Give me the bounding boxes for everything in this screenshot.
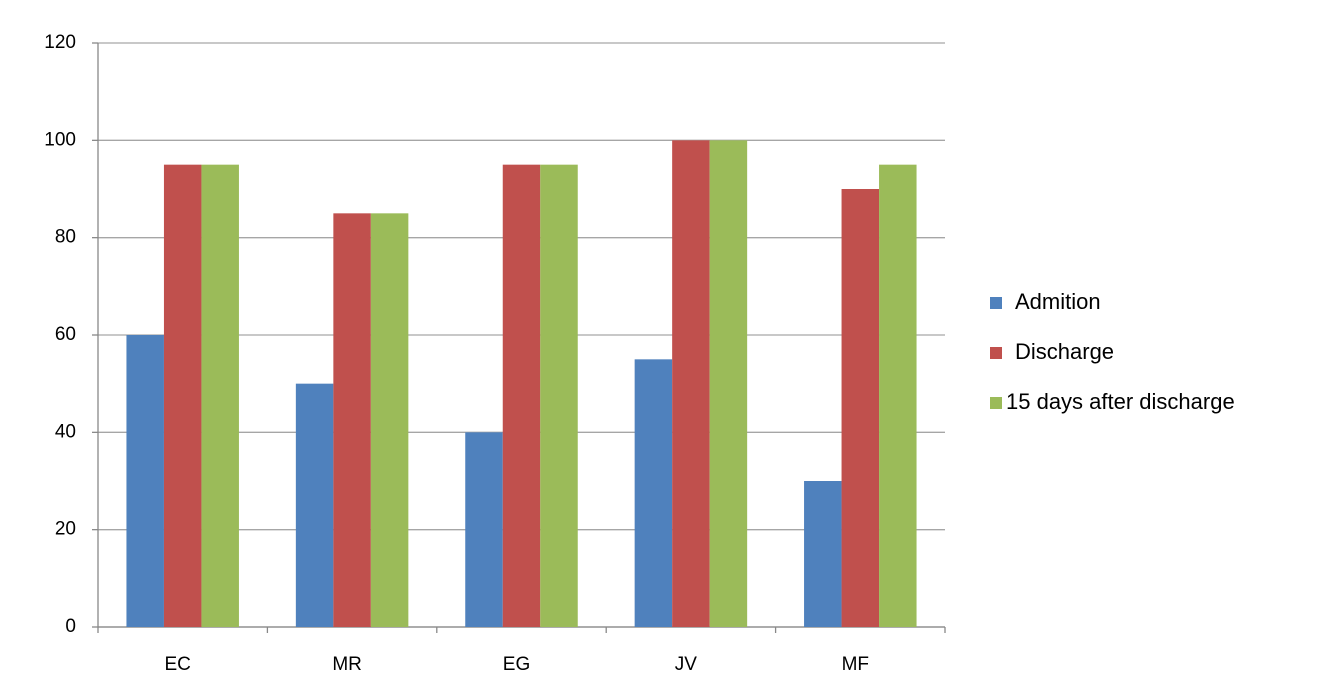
- bar: [465, 432, 503, 627]
- x-tick-label: JV: [675, 654, 698, 675]
- y-tick-label: 80: [55, 227, 76, 248]
- x-tick-label: MF: [842, 654, 869, 675]
- bar: [841, 189, 880, 627]
- legend-label: 15 days after discharge: [1006, 389, 1235, 414]
- y-tick-label: 60: [55, 324, 76, 345]
- bar: [879, 164, 917, 627]
- y-tick-label: 40: [55, 421, 76, 442]
- bar: [502, 164, 541, 627]
- y-tick-label: 120: [44, 32, 76, 53]
- bar: [634, 359, 673, 627]
- x-tick-label: EC: [164, 654, 190, 675]
- legend-swatch: [990, 347, 1002, 359]
- bar: [163, 164, 202, 627]
- legend-swatch: [990, 397, 1002, 409]
- bar: [709, 140, 748, 628]
- bar: [201, 164, 239, 627]
- x-tick-label: MR: [332, 654, 362, 675]
- y-tick-label: 20: [55, 519, 76, 540]
- bar: [126, 335, 164, 627]
- bar: [295, 383, 334, 627]
- bar: [370, 213, 409, 628]
- bar: [672, 140, 710, 628]
- bar: [540, 164, 578, 627]
- y-tick-label: 0: [65, 616, 76, 637]
- legend-swatch: [990, 297, 1002, 309]
- legend-label: Admition: [1015, 289, 1101, 314]
- x-tick-label: EG: [503, 654, 530, 675]
- legend-label: Discharge: [1015, 339, 1114, 364]
- y-tick-label: 100: [44, 129, 76, 150]
- bar: [804, 481, 842, 627]
- bar: [333, 213, 371, 628]
